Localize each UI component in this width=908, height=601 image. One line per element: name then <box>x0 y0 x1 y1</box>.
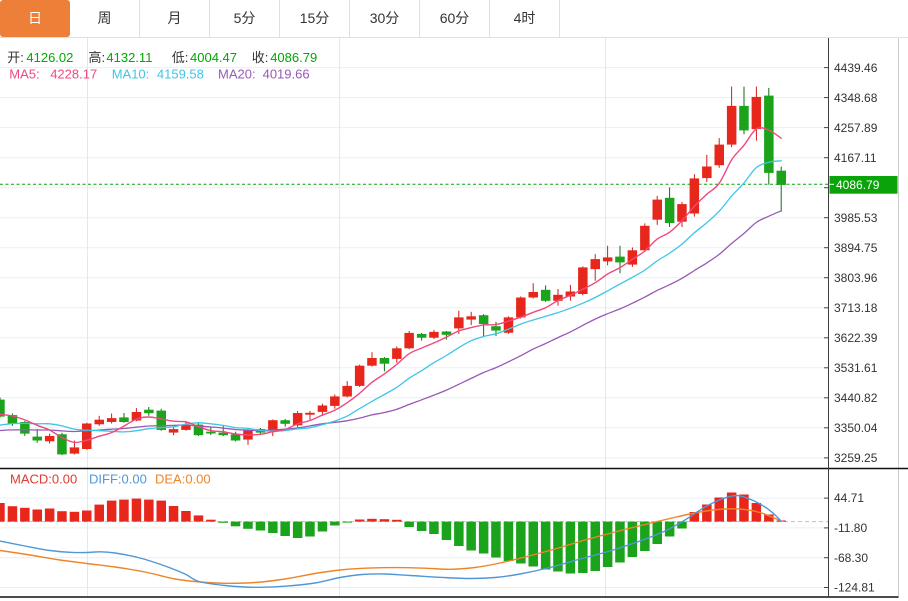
svg-text:3894.75: 3894.75 <box>834 241 878 255</box>
svg-text:4439.46: 4439.46 <box>834 61 878 75</box>
svg-text:3713.18: 3713.18 <box>834 301 878 315</box>
svg-text:3531.61: 3531.61 <box>834 361 878 375</box>
svg-text:4167.11: 4167.11 <box>834 151 877 165</box>
svg-text:3259.25: 3259.25 <box>834 451 878 465</box>
svg-text:3350.04: 3350.04 <box>834 421 878 435</box>
svg-text:3803.96: 3803.96 <box>834 271 878 285</box>
svg-text:-68.30: -68.30 <box>834 551 868 565</box>
svg-text:4257.89: 4257.89 <box>834 121 878 135</box>
svg-text:44.71: 44.71 <box>834 491 864 505</box>
svg-text:开:4126.02高:4132.11低:4004.47收:4: 开: 4126.02 高:4132.11 低: 4004.47 收: 4086.79 <box>7 50 317 65</box>
svg-text:-11.80: -11.80 <box>834 521 867 535</box>
svg-text:3440.82: 3440.82 <box>834 391 878 405</box>
svg-text:3985.53: 3985.53 <box>834 211 878 225</box>
svg-text:4086.79: 4086.79 <box>836 178 880 192</box>
svg-text:3622.39: 3622.39 <box>834 331 878 345</box>
svg-text:-124.81: -124.81 <box>834 581 875 595</box>
svg-text:4348.68: 4348.68 <box>834 91 878 105</box>
